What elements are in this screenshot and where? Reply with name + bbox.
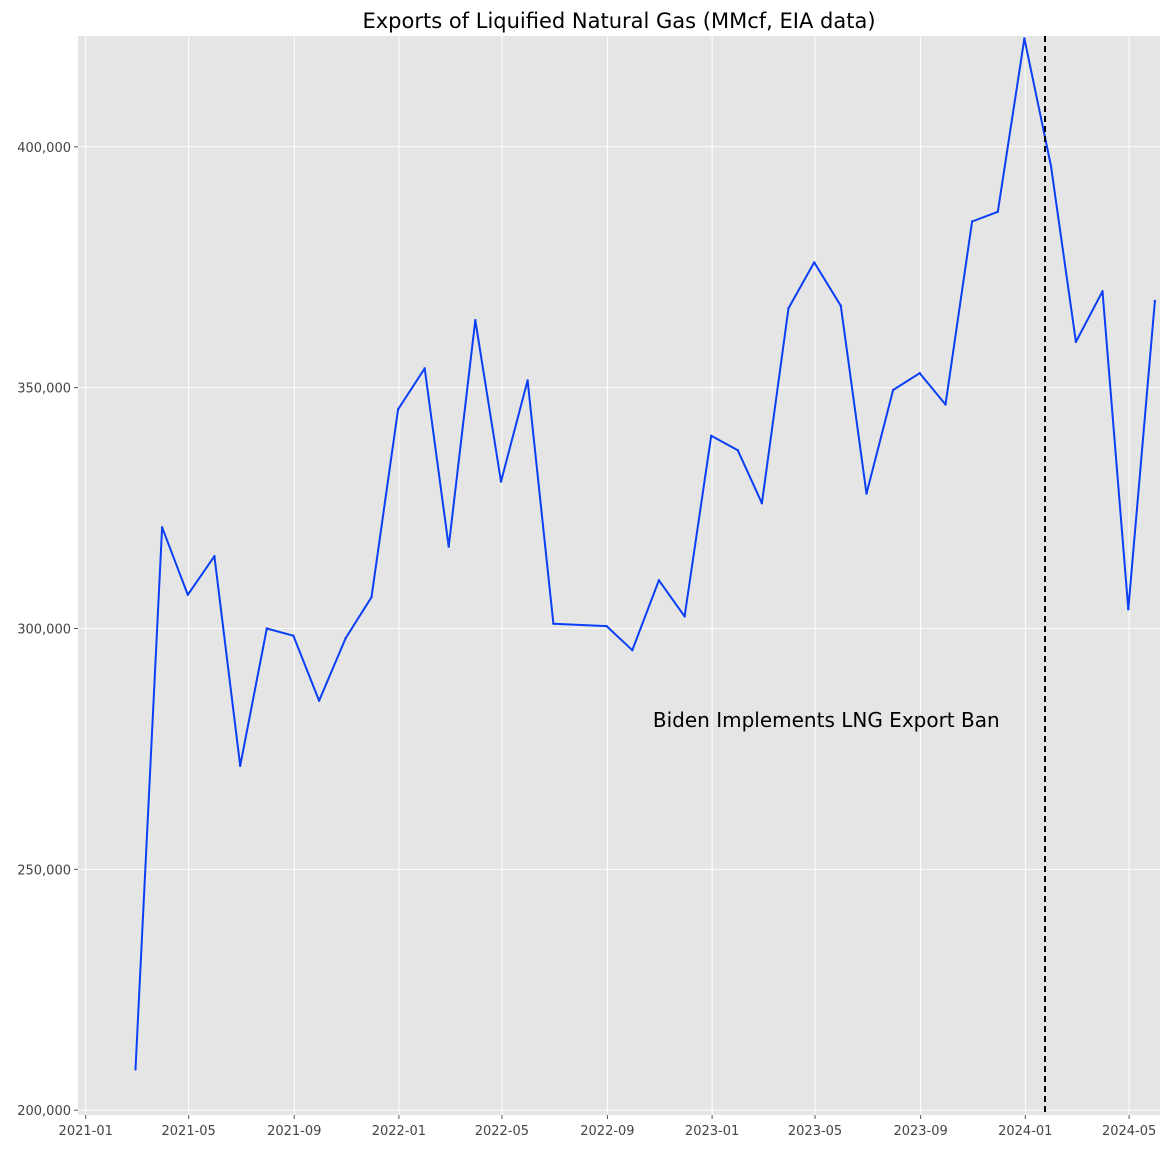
plot-area — [78, 36, 1160, 1115]
chart-title: Exports of Liquified Natural Gas (MMcf, … — [362, 9, 875, 33]
data-point — [891, 388, 895, 392]
data-point — [1074, 340, 1078, 344]
x-tick-label: 2023-05 — [788, 1124, 842, 1139]
data-point — [552, 622, 555, 625]
x-tick-label: 2021-01 — [59, 1124, 113, 1139]
data-point — [970, 220, 974, 223]
data-point — [1153, 299, 1157, 303]
x-tick-label: 2021-05 — [162, 1124, 216, 1139]
x-tick-label: 2021-09 — [267, 1124, 321, 1139]
data-point — [1023, 37, 1026, 40]
y-tick-label: 250,000 — [17, 863, 71, 878]
data-point — [605, 624, 608, 628]
data-point — [787, 306, 790, 310]
data-point — [944, 403, 947, 406]
data-point — [813, 261, 816, 264]
data-point — [238, 764, 242, 767]
data-point — [865, 492, 868, 495]
data-point — [423, 367, 426, 370]
data-point — [292, 634, 295, 637]
x-tick-label: 2024-05 — [1102, 1124, 1156, 1139]
data-point — [213, 555, 216, 558]
data-point — [710, 434, 713, 438]
data-point — [447, 545, 450, 548]
data-point — [160, 526, 164, 529]
data-point — [683, 615, 686, 618]
data-point — [760, 502, 764, 505]
data-point — [526, 379, 529, 382]
x-tick-label: 2023-01 — [685, 1124, 739, 1139]
data-point — [186, 593, 190, 596]
data-point — [918, 371, 921, 375]
y-tick-label: 300,000 — [17, 622, 71, 637]
data-point — [344, 636, 347, 640]
x-tick-label: 2024-01 — [998, 1124, 1052, 1139]
data-point — [474, 319, 477, 322]
data-point — [370, 595, 373, 599]
x-tick-label: 2023-09 — [893, 1124, 947, 1139]
data-point — [736, 449, 740, 452]
y-tick-label: 400,000 — [17, 141, 71, 156]
x-tick-label: 2022-09 — [580, 1124, 634, 1139]
data-point — [317, 699, 321, 702]
data-point — [1049, 164, 1053, 168]
data-point — [265, 627, 268, 630]
y-tick-label: 350,000 — [17, 382, 71, 397]
data-point — [499, 480, 503, 483]
grid-lines — [78, 36, 1160, 1115]
data-point — [1127, 608, 1130, 611]
data-point — [996, 210, 1000, 214]
x-tick-label: 2022-05 — [475, 1124, 529, 1139]
data-point — [1101, 290, 1104, 293]
axis-ticks: 2021-01 2021-05 2021-09 2022-01 2022-05 2022-… — [17, 141, 1156, 1139]
series-layer — [134, 37, 1157, 1071]
data-point — [657, 579, 661, 582]
data-point — [839, 304, 843, 307]
data-point — [134, 1068, 137, 1071]
annotation-label: Biden Implements LNG Export Ban — [653, 708, 1000, 732]
data-point — [396, 408, 400, 411]
y-tick-label: 200,000 — [17, 1104, 71, 1119]
x-tick-label: 2022-01 — [372, 1124, 426, 1139]
data-point — [631, 648, 634, 652]
